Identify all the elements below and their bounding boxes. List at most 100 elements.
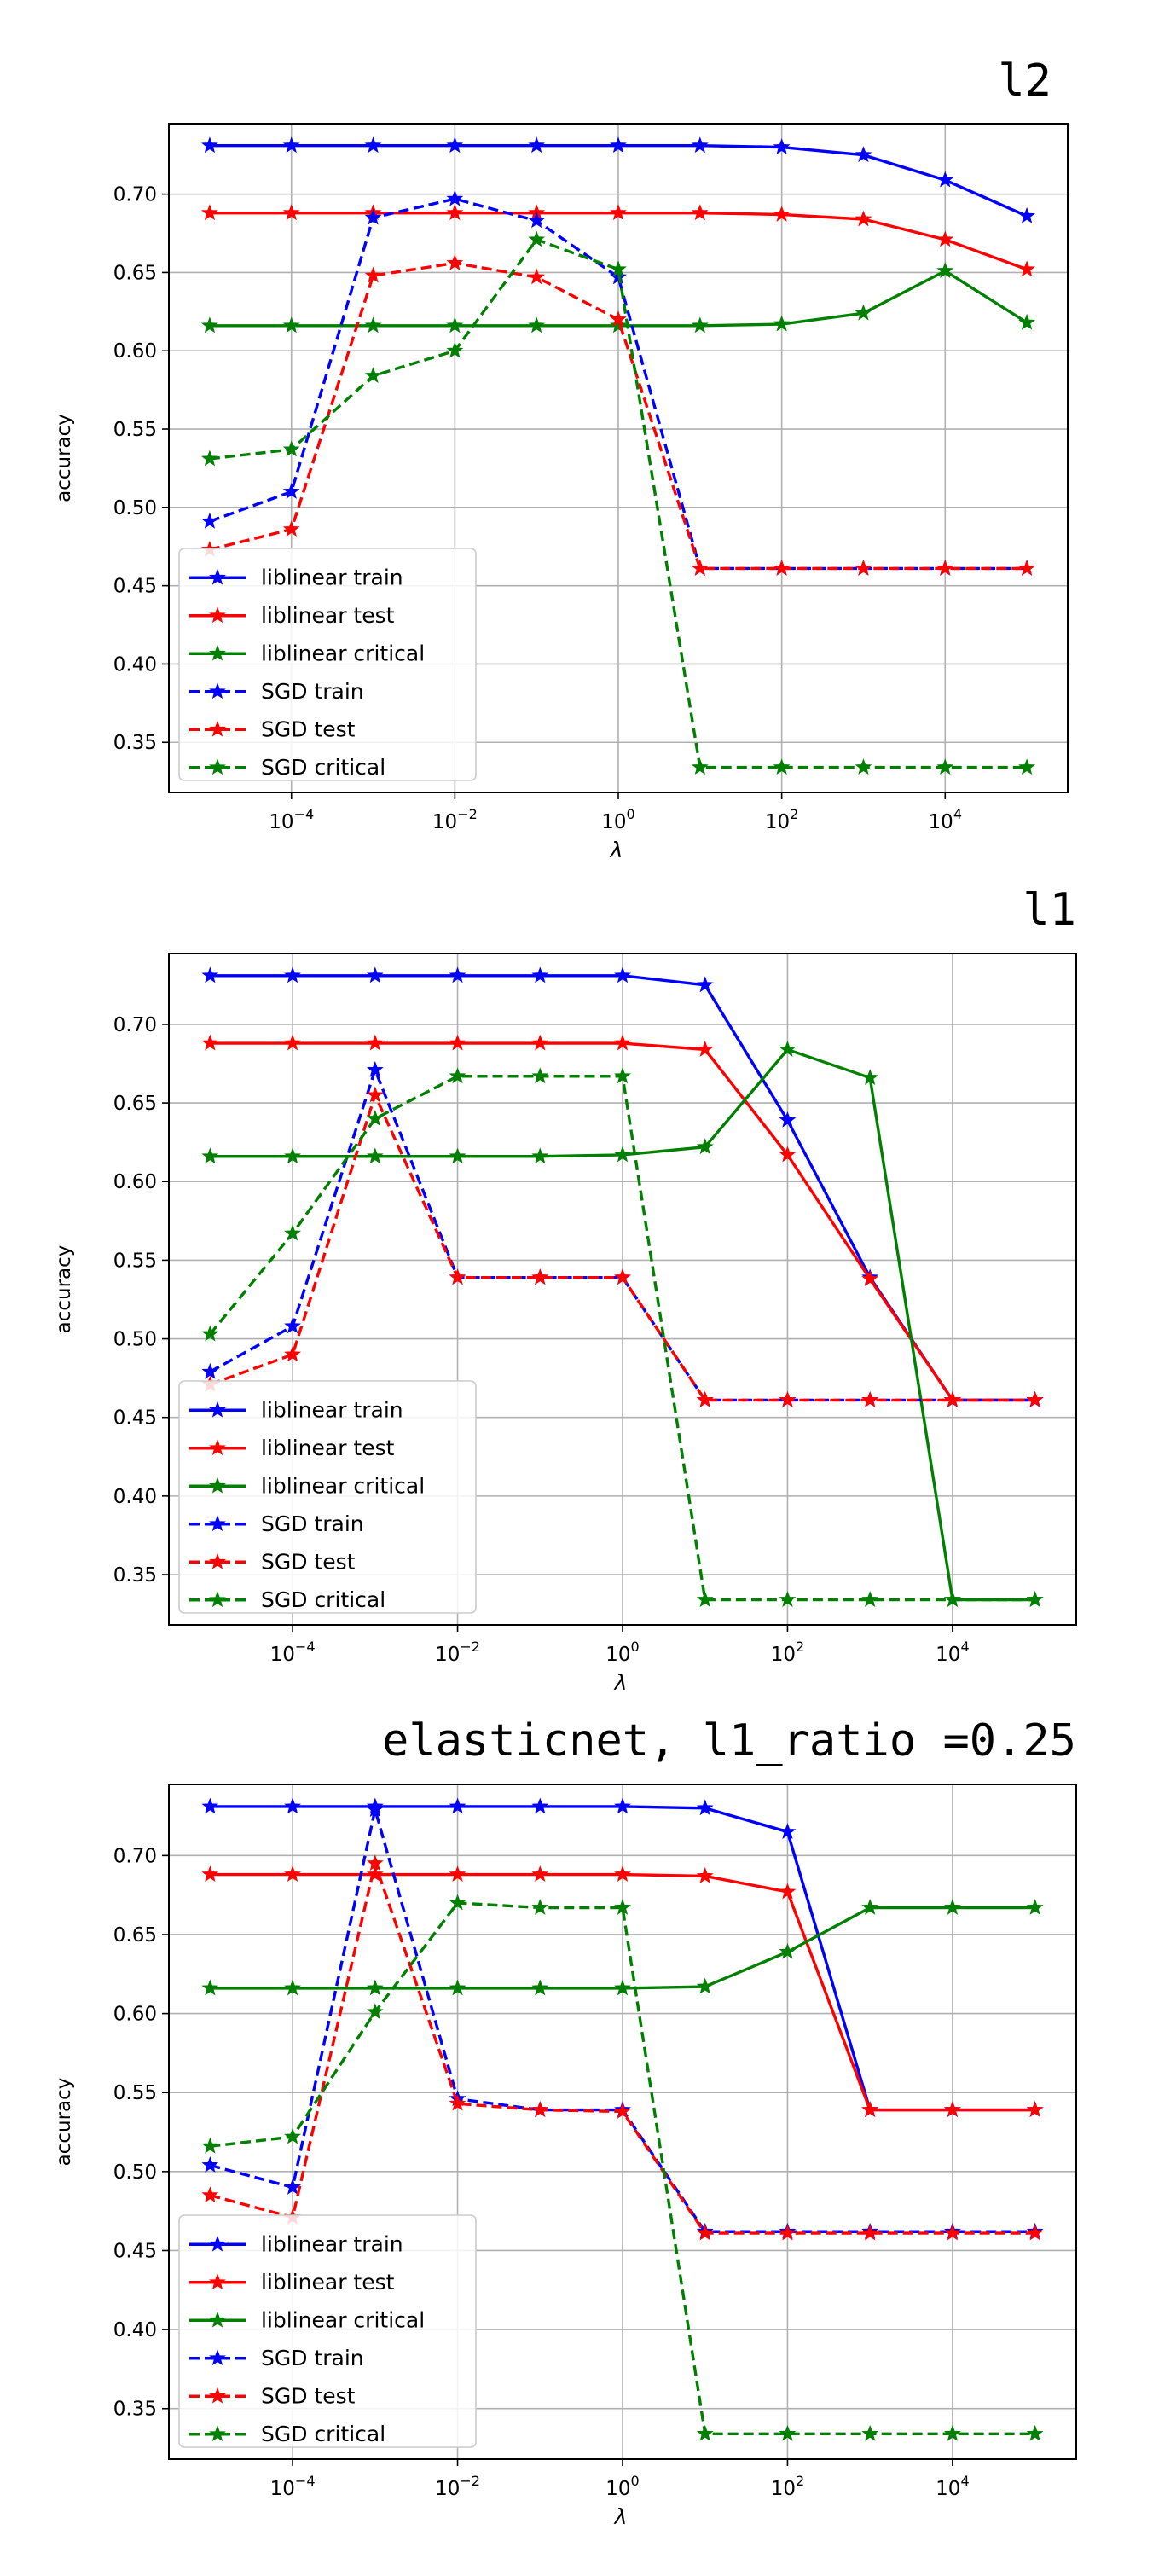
- series-point: [1026, 1899, 1044, 1915]
- y-tick-label: 0.50: [113, 497, 157, 519]
- y-tick-label: 0.55: [113, 1250, 157, 1272]
- y-tick-label: 0.60: [113, 2004, 157, 2026]
- chart-title: l2: [998, 55, 1052, 107]
- series-point: [943, 1899, 961, 1915]
- series-point: [614, 1865, 631, 1883]
- y-tick-label: 0.40: [113, 1486, 157, 1508]
- series-point: [1026, 2224, 1044, 2241]
- legend: liblinear train liblinear test liblinear c…: [178, 2214, 477, 2448]
- series-point: [364, 136, 382, 154]
- series-point: [366, 1865, 384, 1883]
- series-point: [366, 1979, 384, 1996]
- series-point: [531, 1147, 549, 1164]
- series-point: [366, 2003, 384, 2020]
- series-line-6: [210, 1901, 1035, 2436]
- series-point: [779, 1883, 797, 1900]
- series-point: [696, 1799, 714, 1816]
- series-point: [696, 1041, 714, 1057]
- legend-label: liblinear train: [261, 565, 403, 589]
- y-tick-label: 0.35: [113, 732, 157, 754]
- legend: liblinear train liblinear test liblinear c…: [178, 548, 477, 781]
- x-axis-label: λ: [609, 838, 623, 862]
- series-point: [531, 1865, 549, 1883]
- series-point: [201, 1034, 219, 1051]
- y-tick-label: 0.60: [113, 340, 157, 363]
- series-point: [284, 1797, 302, 1814]
- x-tick-label: 100: [605, 1639, 639, 1666]
- legend-label: liblinear test: [261, 2270, 395, 2295]
- series-point: [366, 1086, 384, 1103]
- plot-area: [200, 136, 1036, 775]
- y-tick-label: 0.50: [113, 1329, 157, 1351]
- y-axis-label: accuracy: [53, 414, 75, 502]
- series-point: [201, 2156, 219, 2173]
- series-point: [614, 1797, 631, 1814]
- series-point: [855, 758, 872, 775]
- chart-title: elasticnet, l1_ratio =0.25: [382, 1715, 1076, 1767]
- legend-label: SGD critical: [261, 2422, 385, 2446]
- series-point: [1026, 2101, 1044, 2118]
- series-point: [779, 1823, 797, 1840]
- y-tick-label: 0.45: [113, 2240, 157, 2262]
- series-point: [855, 146, 872, 163]
- x-tick-label: 102: [771, 1639, 804, 1666]
- legend-swatch-marker: [209, 1591, 226, 1608]
- series-point: [201, 1325, 219, 1342]
- legend: liblinear train liblinear test liblinear c…: [178, 1380, 477, 1614]
- series-point: [200, 316, 218, 334]
- series-point: [861, 2224, 879, 2241]
- series-point: [610, 310, 627, 327]
- series-point: [364, 316, 382, 334]
- series-point: [696, 1977, 714, 1994]
- x-tick-label: 104: [936, 2473, 969, 2500]
- series-point: [861, 1069, 879, 1086]
- y-tick-label: 0.70: [113, 1014, 157, 1036]
- legend-swatch-marker: [209, 2273, 226, 2290]
- series-point: [201, 1979, 219, 1996]
- series-point: [201, 2137, 219, 2154]
- y-tick-label: 0.65: [113, 262, 157, 284]
- series-point: [779, 2424, 797, 2441]
- series-point: [364, 208, 382, 225]
- series-point: [1018, 313, 1036, 330]
- legend-swatch-marker: [209, 1552, 226, 1569]
- x-tick-label: 10−4: [270, 2473, 316, 2500]
- series-point: [282, 316, 300, 334]
- legend-label: liblinear test: [261, 1436, 395, 1460]
- legend-swatch-marker: [209, 1401, 226, 1418]
- series-point: [855, 210, 872, 227]
- legend-label: liblinear test: [261, 603, 395, 628]
- y-tick-label: 0.40: [113, 2319, 157, 2341]
- series-point: [696, 2224, 714, 2241]
- legend-swatch-marker: [209, 2235, 226, 2252]
- series-point: [528, 268, 546, 285]
- series-point: [861, 1899, 879, 1915]
- y-tick-label: 0.45: [113, 576, 157, 598]
- y-tick-label: 0.45: [113, 1407, 157, 1430]
- series-point: [366, 1034, 384, 1051]
- series-point: [200, 450, 218, 467]
- y-tick-label: 0.65: [113, 1924, 157, 1947]
- series-point: [201, 966, 219, 983]
- series-point: [284, 966, 302, 983]
- series-point: [779, 1591, 797, 1607]
- legend-label: liblinear critical: [261, 2307, 425, 2332]
- legend-swatch-marker: [209, 682, 226, 699]
- series-point: [1026, 2424, 1044, 2441]
- series-point: [691, 316, 709, 334]
- chart-panel-1: l2 0.35 0.40 0.45 0.50 0.55 0.60 0.65 0.70 10−4 10…: [53, 55, 1069, 862]
- series-point: [936, 758, 954, 775]
- y-tick-label: 0.55: [113, 2082, 157, 2104]
- series-point: [614, 1899, 631, 1915]
- series-point: [943, 2224, 961, 2241]
- legend-swatch-marker: [209, 2425, 226, 2442]
- series-point: [449, 1034, 466, 1051]
- series-point: [861, 1591, 879, 1607]
- series-point: [282, 204, 300, 221]
- x-tick-label: 10−2: [435, 1639, 480, 1666]
- series-point: [449, 1894, 466, 1911]
- series-point: [855, 560, 872, 576]
- series-point: [779, 1391, 797, 1407]
- x-axis-label: λ: [613, 2504, 628, 2529]
